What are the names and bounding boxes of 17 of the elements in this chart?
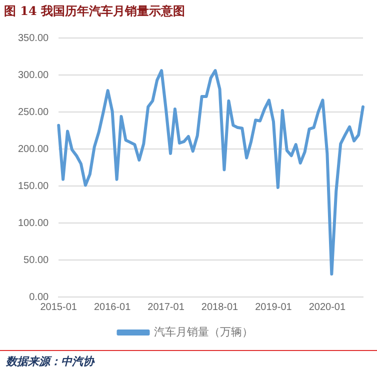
y-tick-label: 300.00: [18, 70, 50, 81]
x-tick-label: 2016-01: [94, 302, 132, 313]
x-tick-label: 2019-01: [255, 302, 292, 313]
x-tick-label: 2020-01: [308, 302, 346, 313]
x-tick-label: 2018-01: [201, 302, 239, 313]
y-tick-label: 150.00: [18, 180, 50, 192]
source-note: 数据来源：中汽协: [0, 350, 377, 369]
x-tick-label: 2017-01: [148, 302, 185, 313]
chart-title: 图 14 我国历年汽车月销量示意图: [4, 3, 186, 20]
y-tick-label: 200.00: [18, 144, 50, 155]
y-tick-label: 350.00: [18, 32, 50, 44]
x-tick-label: 2015-01: [40, 302, 78, 313]
y-tick-label: 50.00: [24, 254, 50, 266]
legend-label: 汽车月销量（万辆）: [154, 325, 253, 338]
y-tick-label: 100.00: [18, 218, 50, 229]
y-tick-label: 0.00: [29, 292, 50, 303]
y-tick-label: 250.00: [18, 106, 50, 118]
